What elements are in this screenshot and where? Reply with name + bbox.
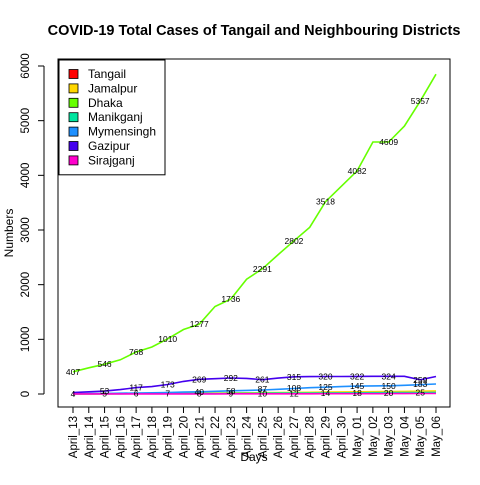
y-axis-title: Numbers: [2, 209, 16, 258]
x-tick-label: April_18: [147, 416, 159, 458]
legend: TangailJamalpurDhakaManikganjMymensinghG…: [59, 60, 165, 175]
data-label-gazipur: 269: [192, 374, 206, 384]
x-tick-label: April_19: [163, 416, 175, 458]
x-tick-label: April_22: [210, 416, 222, 458]
x-tick-label: May_06: [431, 416, 443, 457]
x-tick-label: April_28: [305, 416, 317, 458]
data-label-dhaka: 2291: [253, 264, 272, 274]
data-label-gazipur: 315: [287, 372, 301, 382]
y-tick-label: 0: [20, 391, 32, 397]
data-label-tangail: 20: [384, 388, 394, 398]
y-tick-label: 5000: [20, 108, 32, 134]
data-label-dhaka: 1277: [190, 319, 209, 329]
data-label-dhaka: 5357: [411, 96, 430, 106]
y-tick-label: 4000: [20, 163, 32, 189]
legend-swatch-jamalpur: [69, 84, 78, 93]
x-tick-label: April_14: [84, 415, 96, 458]
data-label-dhaka: 407: [66, 367, 80, 377]
x-tick-label: May_02: [368, 416, 380, 457]
x-tick-label: April_20: [178, 416, 190, 458]
data-label-tangail: 25: [415, 388, 425, 398]
data-label-dhaka: 768: [129, 347, 143, 357]
x-axis-title: Days: [240, 450, 267, 464]
legend-swatch-manikganj: [69, 113, 78, 122]
data-label-tangail: 14: [321, 388, 331, 398]
data-label-gazipur: 324: [382, 371, 396, 381]
x-tick-label: April_21: [194, 416, 206, 458]
chart-title: COVID-19 Total Cases of Tangail and Neig…: [48, 23, 461, 39]
legend-swatch-sirajganj: [69, 156, 78, 165]
data-label-gazipur: 320: [318, 372, 332, 382]
x-tick-label: May_01: [352, 416, 364, 457]
legend-swatch-dhaka: [69, 98, 78, 107]
legend-label-tangail: Tangail: [88, 67, 126, 81]
data-label-gazipur: 292: [224, 373, 238, 383]
x-tick-label: April_27: [289, 416, 301, 458]
legend-label-dhaka: Dhaka: [88, 96, 123, 110]
y-tick-label: 2000: [20, 272, 32, 298]
data-label-dhaka: 3518: [316, 197, 335, 207]
data-label-dhaka: 4609: [379, 137, 398, 147]
data-label-tangail: 6: [134, 389, 139, 399]
x-tick-label: April_16: [115, 416, 127, 458]
data-label-tangail: 7: [165, 389, 170, 399]
legend-swatch-mymensingh: [69, 127, 78, 136]
data-label-dhaka: 546: [97, 359, 111, 369]
y-tick-label: 6000: [20, 53, 32, 79]
data-label-dhaka: 4082: [348, 166, 367, 176]
legend-label-gazipur: Gazipur: [88, 139, 130, 153]
data-label-tangail: 12: [289, 388, 299, 398]
x-tick-label: May_05: [415, 416, 427, 457]
data-label-tangail: 9: [228, 389, 233, 399]
data-label-tangail: 10: [258, 388, 268, 398]
data-label-gazipur: 261: [255, 375, 269, 385]
x-tick-label: May_04: [399, 415, 411, 457]
legend-label-manikganj: Manikganj: [88, 110, 143, 124]
legend-label-mymensingh: Mymensingh: [88, 125, 156, 139]
x-tick-label: April_30: [336, 416, 348, 458]
legend-label-jamalpur: Jamalpur: [88, 81, 137, 95]
data-label-dhaka: 1736: [221, 294, 240, 304]
y-tick-label: 3000: [20, 217, 32, 243]
data-label-dhaka: 2802: [284, 236, 303, 246]
data-label-tangail: 4: [71, 389, 76, 399]
x-tick-label: April_23: [226, 416, 238, 458]
x-tick-label: April_29: [321, 416, 333, 458]
data-label-gazipur: 322: [350, 371, 364, 381]
legend-swatch-gazipur: [69, 142, 78, 151]
data-label-tangail: 8: [197, 389, 202, 399]
data-label-dhaka: 1010: [158, 334, 177, 344]
x-tick-label: April_13: [68, 416, 80, 458]
legend-label-sirajganj: Sirajganj: [88, 153, 135, 167]
x-tick-label: April_15: [100, 416, 112, 458]
x-tick-label: May_03: [384, 416, 396, 457]
data-label-tangail: 18: [352, 388, 362, 398]
data-label-tangail: 5: [102, 389, 107, 399]
legend-swatch-tangail: [69, 70, 78, 79]
x-tick-label: April_26: [273, 416, 285, 458]
x-tick-label: April_17: [131, 416, 143, 458]
y-tick-label: 1000: [20, 327, 32, 353]
